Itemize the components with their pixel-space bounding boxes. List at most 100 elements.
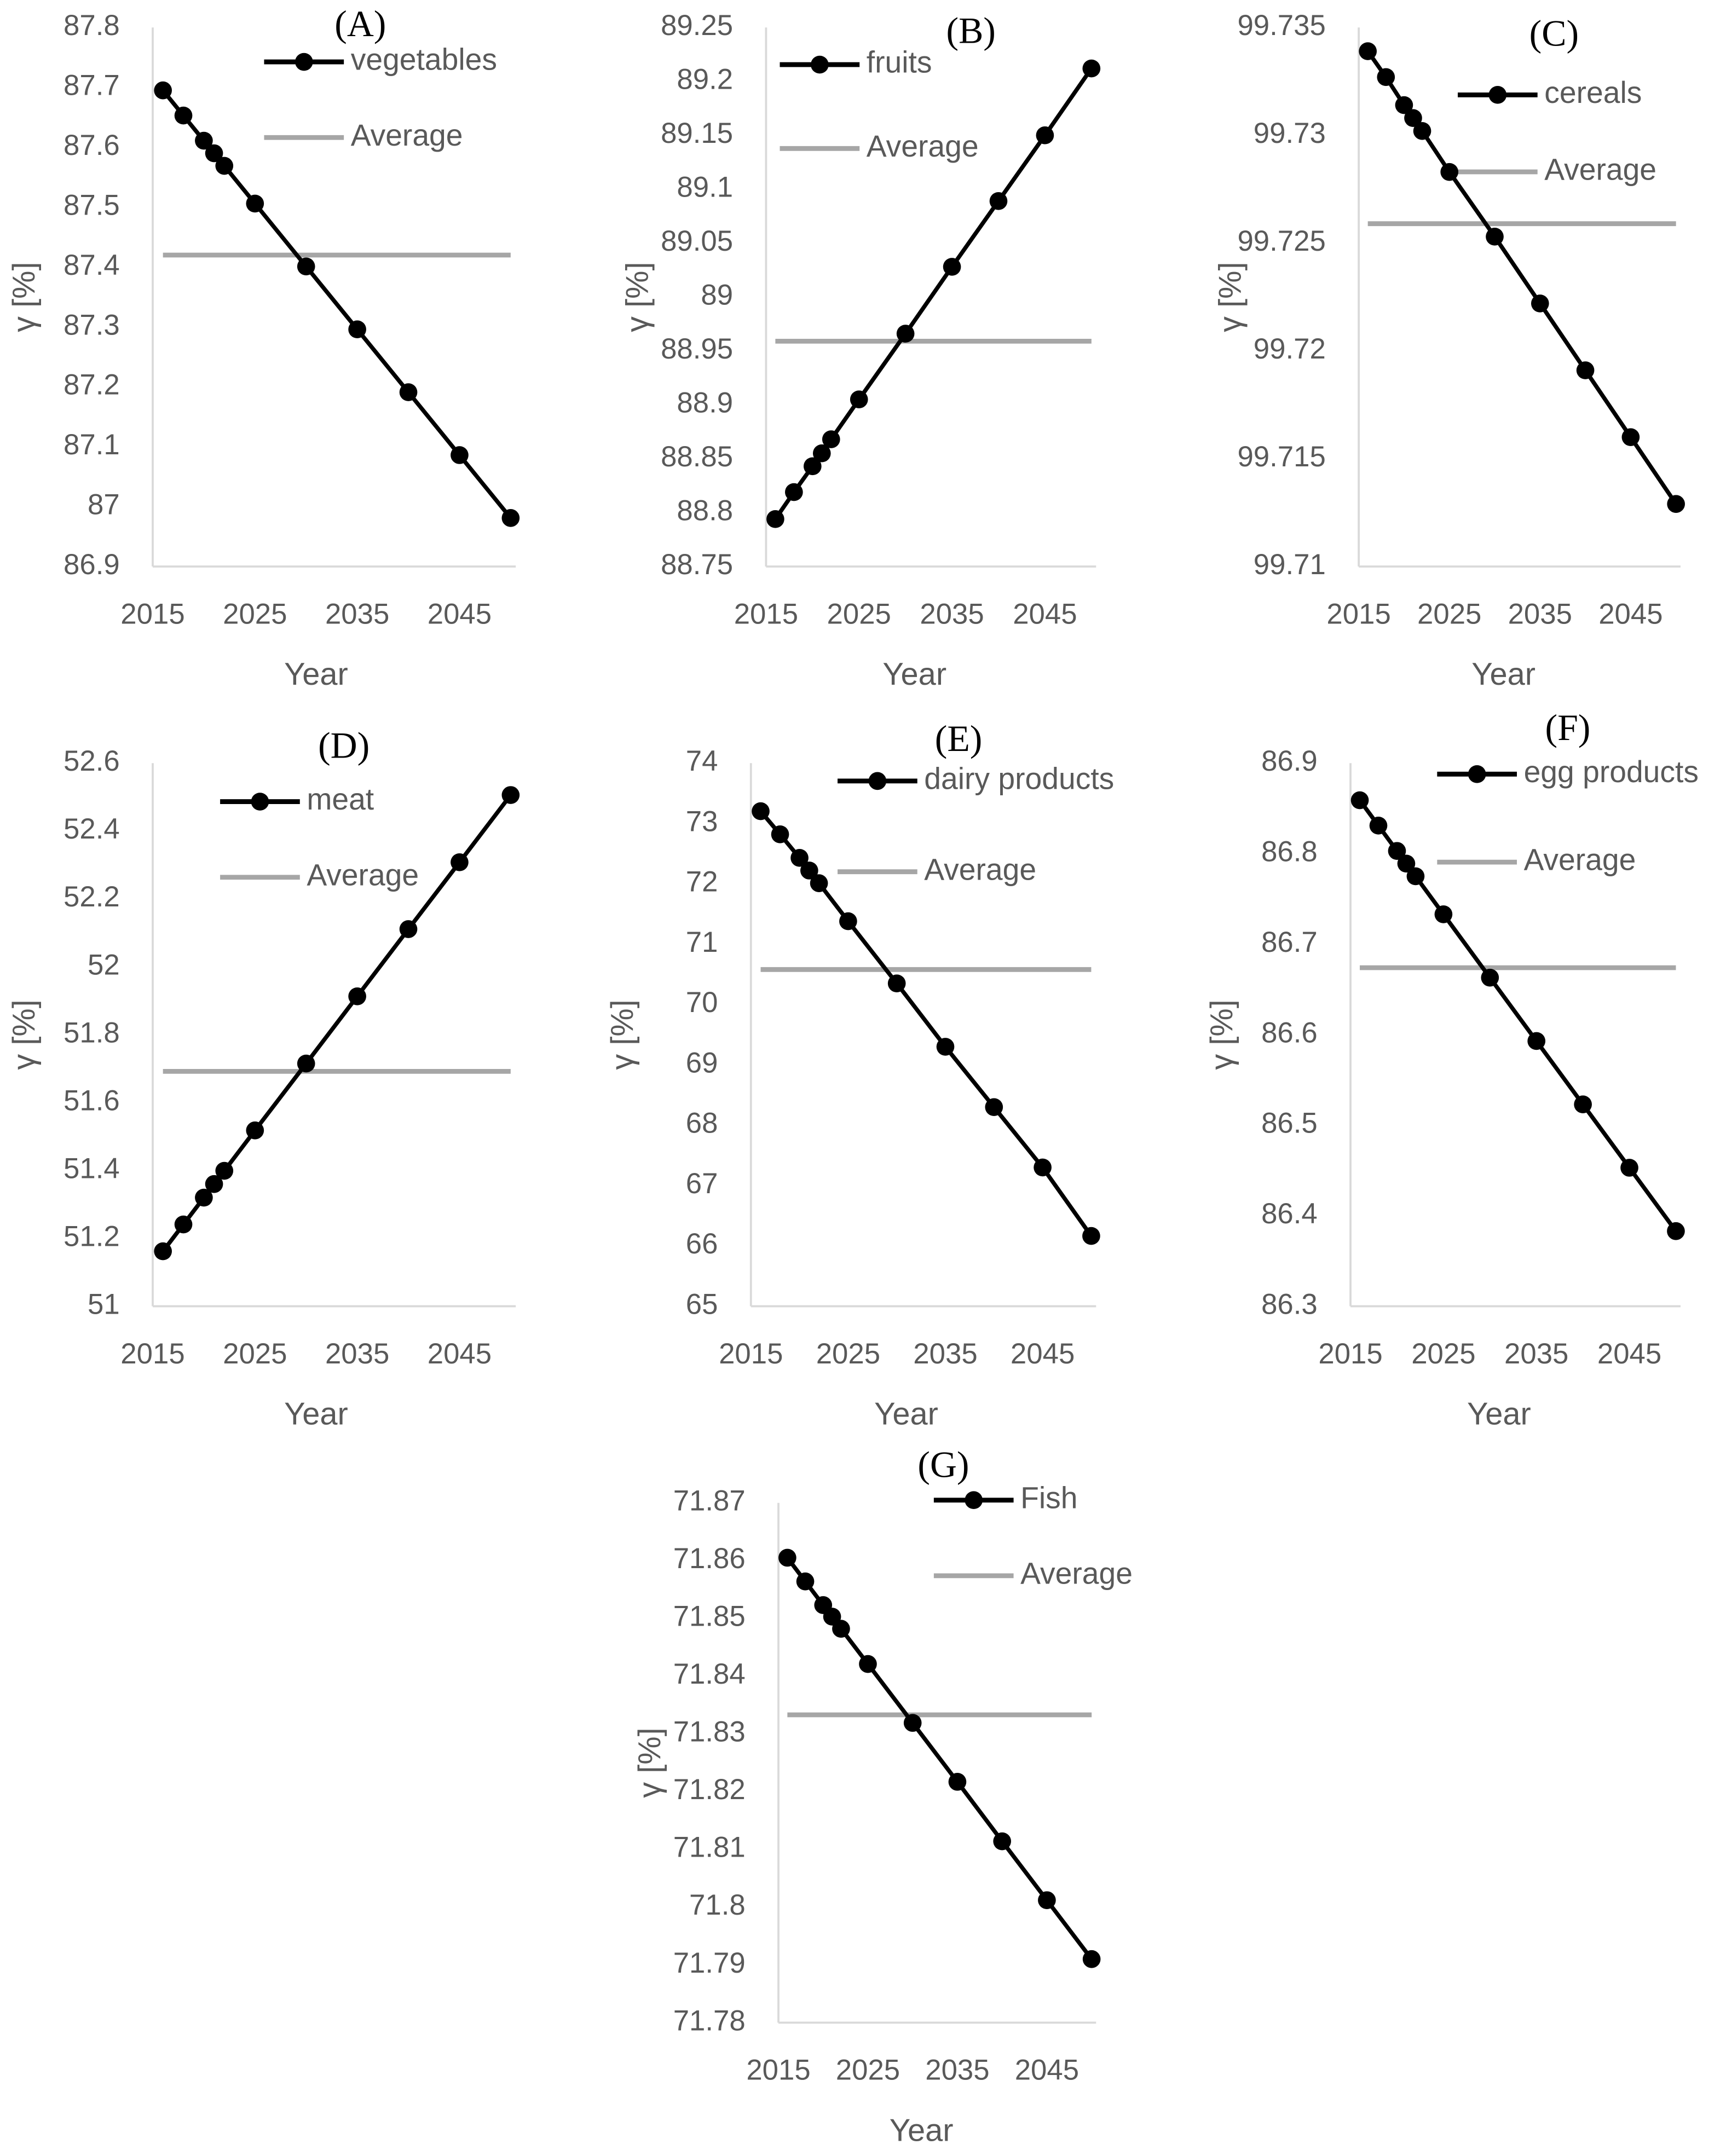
y-tick-label: 86.8	[1261, 836, 1318, 868]
data-point	[1036, 126, 1054, 144]
data-point	[790, 848, 809, 867]
y-tick-label: 86.4	[1261, 1198, 1318, 1230]
chart-title: (F)	[1545, 707, 1591, 748]
y-tick-label: 88.8	[677, 494, 733, 527]
x-axis-title: Year	[874, 1397, 938, 1432]
y-tick-label: 89	[701, 279, 733, 311]
y-tick-label: 52.2	[64, 881, 120, 913]
y-tick-label: 51.2	[64, 1220, 120, 1252]
x-tick-label: 2015	[1318, 1338, 1382, 1370]
x-tick-label: 2035	[925, 2054, 989, 2086]
data-point	[1434, 905, 1453, 923]
y-tick-label: 51.4	[64, 1152, 120, 1184]
x-tick-label: 2035	[920, 598, 984, 630]
x-tick-label: 2035	[325, 1338, 389, 1370]
x-tick-label: 2015	[719, 1338, 783, 1370]
data-point	[215, 157, 234, 175]
x-axis-title: Year	[1467, 1397, 1531, 1432]
legend-marker	[965, 1491, 983, 1510]
y-tick-label: 71.87	[673, 1485, 746, 1517]
y-tick-label: 87.3	[64, 309, 120, 341]
y-axis-title: γ [%]	[620, 262, 655, 332]
data-point	[297, 257, 315, 276]
data-point	[1413, 122, 1431, 140]
data-point	[399, 920, 418, 938]
data-point	[1082, 1227, 1100, 1245]
y-tick-label: 87.1	[64, 429, 120, 461]
data-point	[174, 1215, 193, 1234]
y-tick-label: 67	[686, 1167, 718, 1200]
x-tick-label: 2025	[836, 2054, 900, 2086]
x-tick-label: 2025	[1411, 1338, 1475, 1370]
x-axis-title: Year	[1471, 657, 1535, 692]
x-tick-label: 2015	[120, 1338, 184, 1370]
data-point	[896, 325, 915, 343]
data-point	[1369, 817, 1388, 835]
data-point	[451, 853, 469, 871]
legend-label: meat	[307, 782, 374, 816]
x-tick-label: 2025	[1417, 598, 1481, 630]
data-point	[1531, 294, 1549, 313]
y-axis-title: γ [%]	[7, 999, 42, 1070]
legend-marker	[251, 793, 269, 811]
x-tick-label: 2015	[120, 598, 184, 630]
data-point	[1038, 1891, 1056, 1909]
y-tick-label: 69	[686, 1047, 718, 1079]
legend-label: Average	[351, 118, 463, 152]
legend-label: cereals	[1544, 76, 1642, 109]
y-tick-label: 71.78	[673, 2004, 746, 2037]
y-tick-label: 86.6	[1261, 1016, 1318, 1049]
legend-label: dairy products	[924, 761, 1114, 795]
data-point	[752, 802, 770, 820]
legend-label: Average	[924, 852, 1036, 886]
y-tick-label: 86.9	[64, 548, 120, 581]
y-tick-label: 87.2	[64, 369, 120, 401]
chart-title: (G)	[917, 1444, 969, 1485]
y-tick-label: 51.8	[64, 1016, 120, 1049]
y-tick-label: 51	[88, 1288, 120, 1320]
data-point	[246, 1121, 264, 1140]
legend-marker	[811, 55, 829, 74]
data-point	[154, 1242, 172, 1261]
data-point	[195, 1188, 213, 1207]
y-axis-title: γ [%]	[632, 1727, 667, 1797]
x-tick-label: 2035	[1504, 1338, 1568, 1370]
data-point	[205, 144, 223, 163]
y-tick-label: 99.715	[1237, 441, 1325, 473]
x-tick-label: 2045	[1013, 598, 1077, 630]
data-point	[1404, 109, 1422, 128]
chart-title: (C)	[1529, 13, 1579, 54]
chart-title: (E)	[935, 718, 983, 759]
y-tick-label: 71.81	[673, 1831, 746, 1864]
y-tick-label: 71.84	[673, 1658, 746, 1690]
data-point	[803, 457, 822, 476]
y-tick-label: 87.6	[64, 129, 120, 161]
y-tick-label: 65	[686, 1288, 718, 1320]
y-tick-label: 99.71	[1254, 548, 1326, 581]
y-tick-label: 87.5	[64, 189, 120, 221]
x-tick-label: 2025	[223, 1338, 287, 1370]
y-tick-label: 86.7	[1261, 926, 1318, 958]
data-point	[1082, 59, 1101, 78]
x-tick-label: 2025	[816, 1338, 880, 1370]
data-point	[1350, 791, 1369, 810]
data-point	[1397, 854, 1416, 873]
legend-label: egg products	[1524, 755, 1699, 789]
y-tick-label: 70	[686, 986, 718, 1019]
x-axis-title: Year	[882, 657, 946, 692]
y-tick-label: 66	[686, 1228, 718, 1260]
data-point	[796, 1572, 815, 1591]
data-point	[943, 258, 961, 276]
y-axis-title: γ [%]	[1204, 999, 1239, 1070]
data-point	[451, 446, 469, 464]
y-tick-label: 89.2	[677, 63, 733, 96]
data-point	[822, 430, 840, 448]
x-tick-label: 2025	[827, 598, 891, 630]
legend-label: Fish	[1020, 1481, 1077, 1515]
data-point	[348, 320, 366, 339]
data-point	[501, 509, 520, 527]
x-tick-label: 2035	[1508, 598, 1572, 630]
y-axis-title: γ [%]	[1213, 262, 1248, 332]
